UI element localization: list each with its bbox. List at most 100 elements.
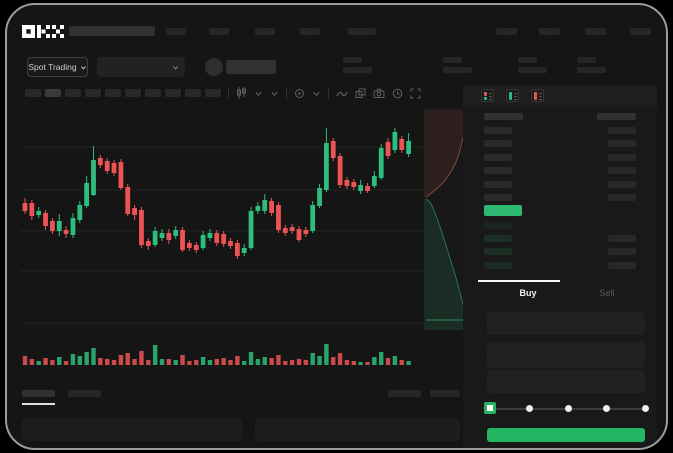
chart-toolbar-icons bbox=[228, 87, 421, 99]
bid-row-price[interactable] bbox=[484, 248, 512, 256]
nav-right-item-placeholder[interactable] bbox=[496, 28, 517, 35]
order-price-input[interactable] bbox=[487, 312, 645, 335]
amount-slider-handle[interactable] bbox=[484, 402, 496, 414]
bid-row-amount bbox=[608, 261, 636, 269]
bottom-active-tab-underline bbox=[22, 403, 55, 405]
nav-item-placeholder[interactable] bbox=[348, 28, 376, 35]
toolbar-divider bbox=[286, 87, 287, 99]
ticker-stat-label-placeholder bbox=[343, 57, 362, 63]
slider-step-100[interactable] bbox=[642, 405, 649, 412]
ask-row-price[interactable] bbox=[484, 167, 512, 175]
interval-candles-icon[interactable] bbox=[236, 87, 247, 99]
chevron-down-icon bbox=[173, 65, 178, 70]
bid-row-amount bbox=[608, 248, 636, 256]
timeframe-button-placeholder[interactable] bbox=[85, 89, 101, 97]
bottom-action-placeholder[interactable] bbox=[388, 390, 421, 397]
nav-right-item-placeholder[interactable] bbox=[630, 28, 651, 35]
ask-row-amount bbox=[608, 194, 636, 201]
timeframe-button-placeholder[interactable] bbox=[165, 89, 181, 97]
nav-right-item-placeholder[interactable] bbox=[585, 28, 606, 35]
ticker-stat-label-placeholder bbox=[518, 57, 537, 63]
orders-table-placeholder bbox=[22, 418, 242, 441]
bid-row-price[interactable] bbox=[484, 261, 512, 269]
tab-buy[interactable]: Buy bbox=[519, 288, 537, 298]
nav-item-placeholder[interactable] bbox=[255, 28, 275, 35]
ask-row-amount bbox=[608, 167, 636, 175]
ticker-stat-value-placeholder bbox=[343, 67, 372, 73]
orderbook-bids-icon[interactable] bbox=[506, 89, 519, 102]
timeframe-button-placeholder[interactable] bbox=[145, 89, 161, 97]
ask-row-amount bbox=[608, 140, 636, 148]
slider-step-25[interactable] bbox=[525, 405, 533, 412]
order-amount-input[interactable] bbox=[487, 342, 645, 368]
ask-row-price[interactable] bbox=[484, 127, 512, 134]
ticker-stat-value-placeholder bbox=[518, 67, 547, 73]
orderbook-col-header-price bbox=[484, 113, 523, 120]
okx-trading-app: Spot Trading Buy Sell bbox=[7, 5, 666, 448]
nav-item-placeholder[interactable] bbox=[166, 28, 186, 35]
camera-icon[interactable] bbox=[373, 87, 385, 99]
bottom-tab-placeholder[interactable] bbox=[68, 390, 101, 397]
ask-row-price[interactable] bbox=[484, 153, 512, 161]
candlestick-chart[interactable] bbox=[20, 108, 425, 370]
bid-row-price[interactable] bbox=[484, 222, 512, 229]
clock-icon[interactable] bbox=[392, 87, 403, 99]
tab-sell[interactable]: Sell bbox=[599, 288, 615, 298]
chevron-down-icon[interactable] bbox=[312, 87, 321, 99]
timeframe-button-placeholder[interactable] bbox=[65, 89, 81, 97]
timeframe-button-placeholder[interactable] bbox=[25, 89, 41, 97]
order-total-input[interactable] bbox=[487, 370, 645, 393]
timeframe-buttons-row bbox=[25, 89, 221, 97]
orderbook-last-price[interactable] bbox=[484, 205, 522, 216]
toolbar-divider bbox=[328, 87, 329, 99]
orders-table-placeholder bbox=[255, 418, 460, 441]
ticker-stat-label-placeholder bbox=[443, 57, 462, 63]
toolbar-divider bbox=[228, 87, 229, 99]
slider-step-75[interactable] bbox=[603, 405, 611, 412]
timeframe-button-placeholder[interactable] bbox=[185, 89, 201, 97]
orderbook-asks-icon[interactable] bbox=[531, 89, 544, 102]
ticker-stat-value-placeholder bbox=[443, 67, 472, 73]
indicator-circle-icon[interactable] bbox=[294, 87, 305, 99]
timeframe-button-placeholder[interactable] bbox=[105, 89, 121, 97]
ask-row-amount bbox=[608, 127, 636, 134]
ticker-stat-value-placeholder bbox=[577, 67, 606, 73]
ticker-stat-label-placeholder bbox=[577, 57, 596, 63]
bid-row-price[interactable] bbox=[484, 235, 512, 243]
market-type-selector[interactable]: Spot Trading bbox=[27, 57, 88, 77]
line-chart-icon[interactable] bbox=[336, 87, 348, 99]
nav-search-placeholder[interactable] bbox=[69, 26, 155, 36]
market-type-label: Spot Trading bbox=[28, 62, 77, 72]
pair-logo-avatar bbox=[205, 58, 223, 76]
pair-name-placeholder bbox=[226, 60, 276, 74]
ask-row-price[interactable] bbox=[484, 180, 512, 188]
orderbook-both-icon[interactable] bbox=[481, 89, 494, 102]
fullscreen-icon[interactable] bbox=[410, 87, 421, 99]
slider-step-50[interactable] bbox=[564, 405, 572, 412]
timeframe-button-placeholder[interactable] bbox=[45, 89, 61, 97]
compare-layers-icon[interactable] bbox=[355, 87, 366, 99]
ask-row-price[interactable] bbox=[484, 140, 512, 148]
okx-logo[interactable] bbox=[22, 25, 64, 38]
chevron-down-icon[interactable] bbox=[270, 87, 279, 99]
bottom-tab-placeholder[interactable] bbox=[22, 390, 55, 397]
active-tab-indicator bbox=[478, 280, 560, 282]
ask-row-amount bbox=[608, 180, 636, 188]
nav-item-placeholder[interactable] bbox=[209, 28, 229, 35]
ask-row-price[interactable] bbox=[484, 194, 512, 201]
nav-item-placeholder[interactable] bbox=[300, 28, 320, 35]
nav-right-item-placeholder[interactable] bbox=[539, 28, 560, 35]
buy-submit-button[interactable] bbox=[487, 428, 645, 442]
device-frame: Spot Trading Buy Sell bbox=[5, 3, 668, 450]
timeframe-button-placeholder[interactable] bbox=[125, 89, 141, 97]
orderbook-col-header-amount bbox=[597, 113, 636, 120]
ask-row-amount bbox=[608, 153, 636, 161]
chevron-down-icon bbox=[80, 65, 86, 70]
bid-row-amount bbox=[608, 235, 636, 243]
chevron-down-icon[interactable] bbox=[254, 87, 263, 99]
timeframe-button-placeholder[interactable] bbox=[205, 89, 221, 97]
pair-selector-dropdown[interactable] bbox=[97, 57, 185, 77]
bottom-action-placeholder[interactable] bbox=[430, 390, 460, 397]
orderbook-view-switcher bbox=[481, 89, 544, 102]
